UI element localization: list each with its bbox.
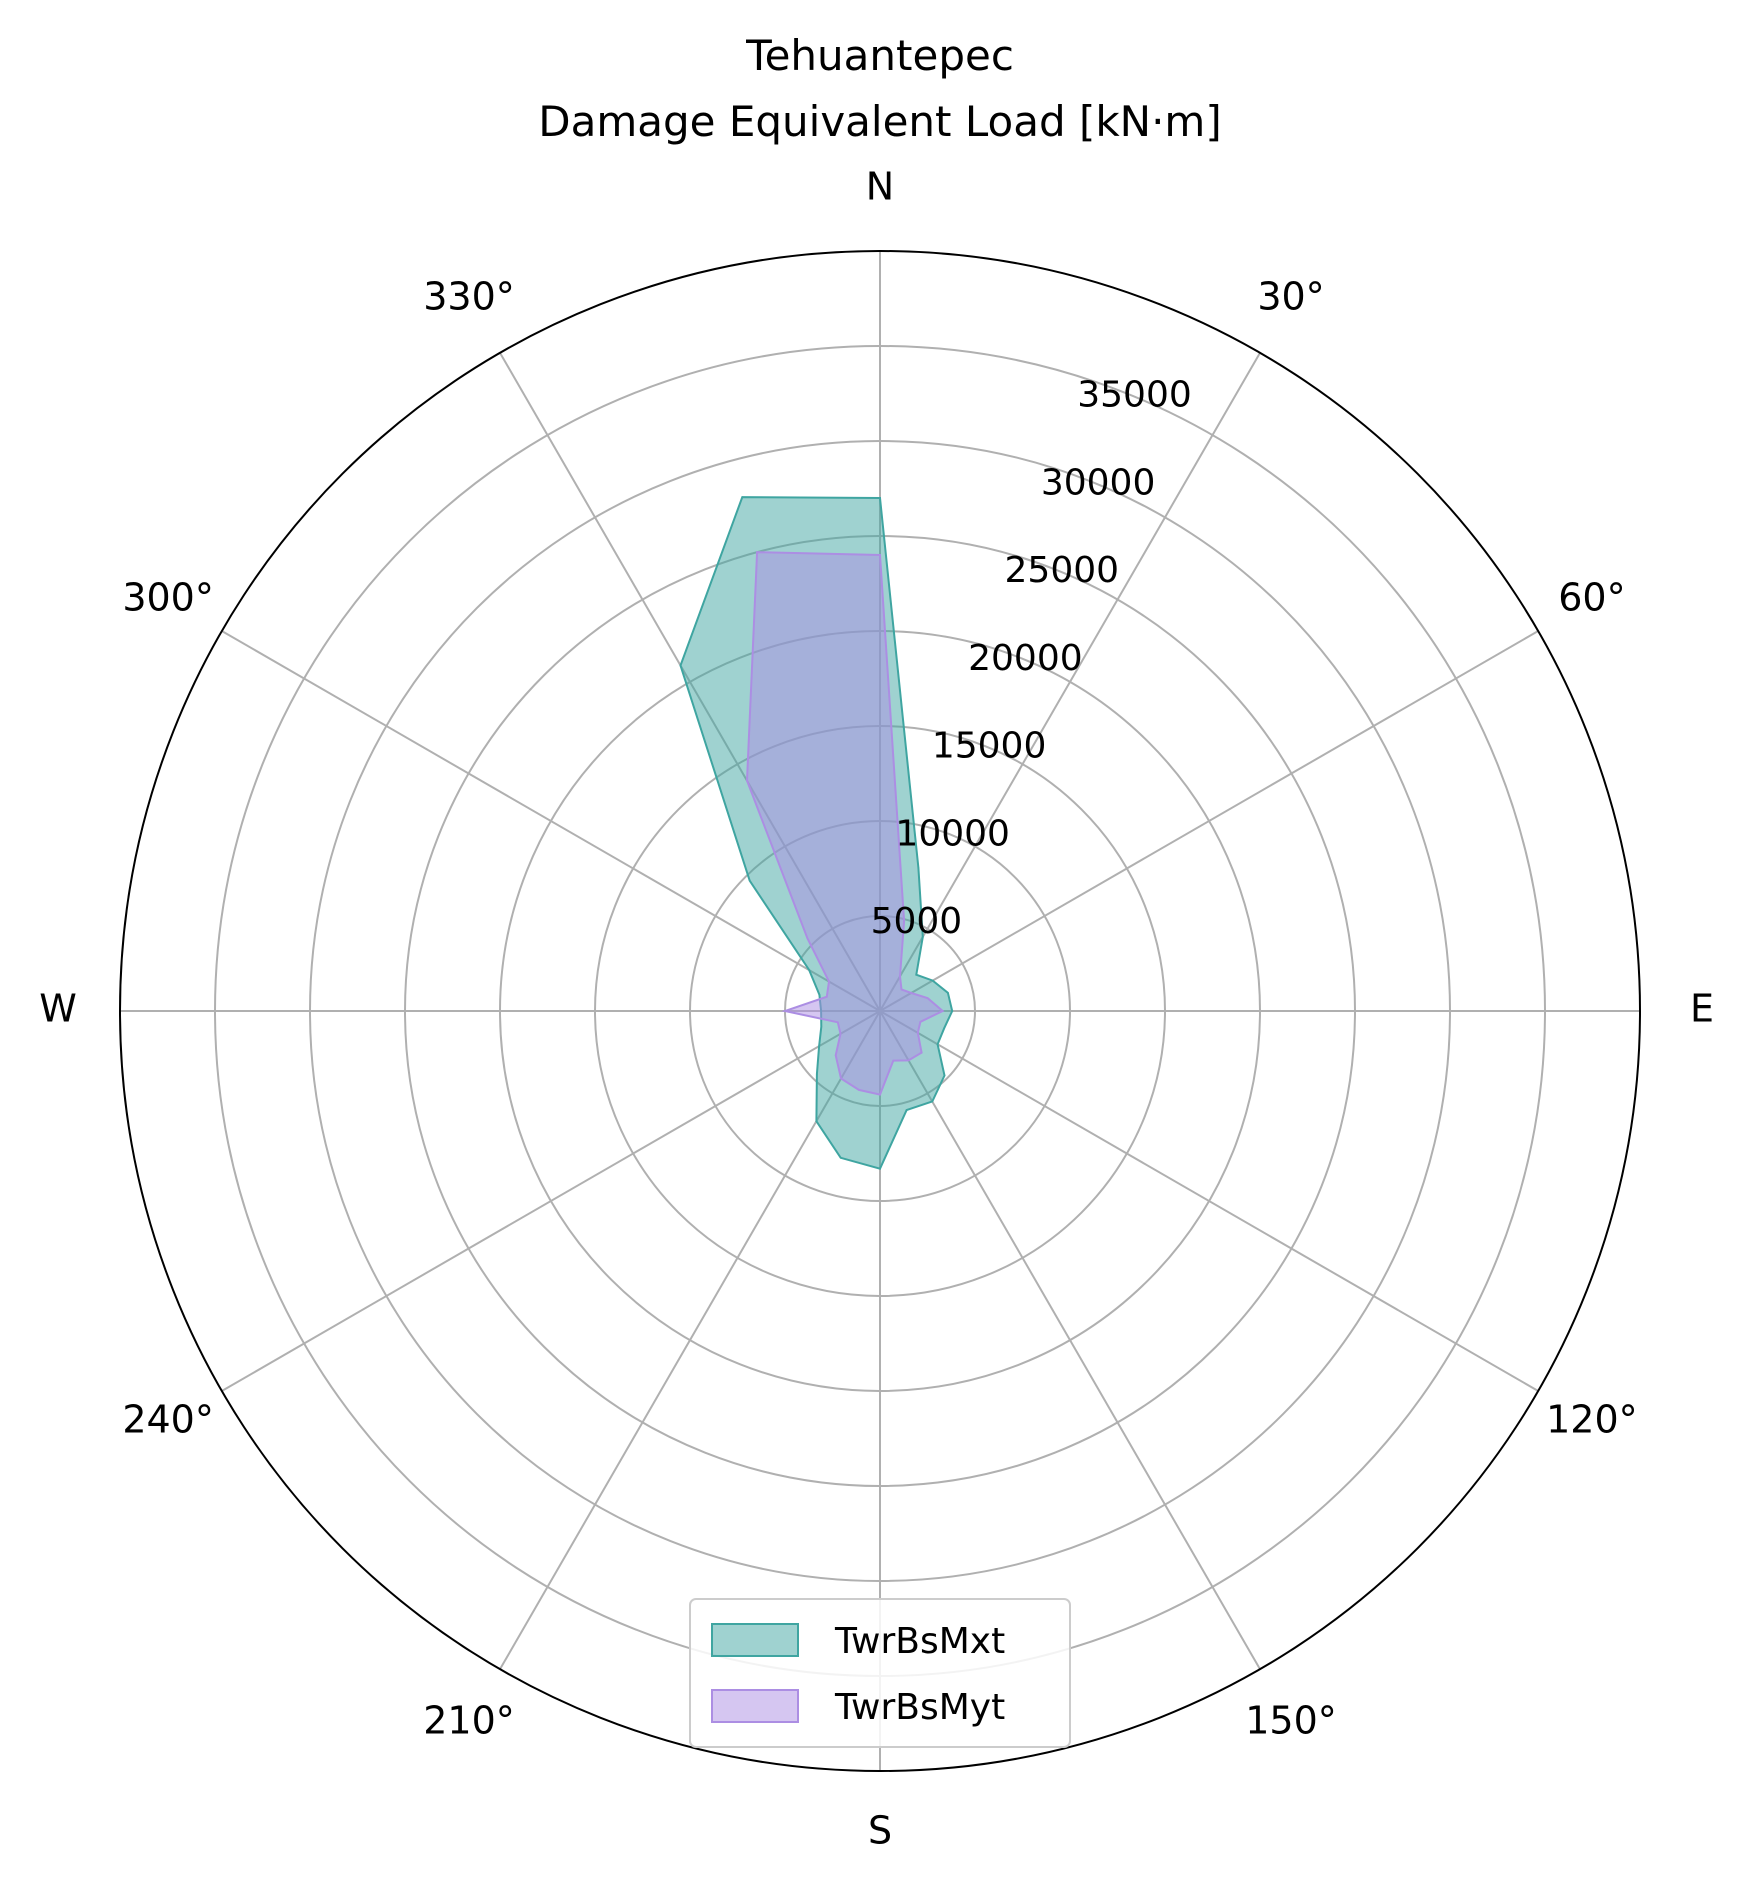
data-point-twrbsmyt-105 — [919, 1021, 922, 1023]
data-point-twrbsmyt-285 — [826, 995, 828, 998]
radial-tick-label-2: 15000 — [932, 726, 1047, 767]
data-point-twrbsmxt-150 — [931, 1100, 934, 1103]
data-point-twrbsmyt-165 — [892, 1059, 895, 1062]
data-point-twrbsmyt-30 — [899, 975, 901, 978]
data-point-twrbsmyt-315 — [806, 937, 809, 940]
data-point-twrbsmxt-300 — [808, 969, 810, 971]
data-point-twrbsmyt-270 — [784, 1010, 786, 1012]
legend-swatch-twrbsmxt — [711, 1623, 799, 1657]
data-point-twrbsmxt-255 — [820, 1025, 823, 1028]
legend-label-twrbsmxt: TwrBsMxt — [834, 1621, 1005, 1662]
angle-tick-label-5: 150° — [1245, 1698, 1337, 1742]
data-point-twrbsmyt-60 — [910, 992, 913, 994]
angle-tick-labels: N 30° 60° E 120° 150° S 210° 240° W 300° 330° — [39, 165, 1714, 1853]
data-point-twrbsmyt-240 — [839, 1033, 842, 1035]
data-point-twrbsmyt-180 — [879, 1093, 881, 1096]
angle-tick-label-7: 210° — [423, 1698, 515, 1742]
data-point-twrbsmxt-75 — [947, 992, 949, 994]
angular-gridline-2 — [879, 630, 1539, 1012]
data-point-twrbsmyt-90 — [941, 1010, 944, 1012]
data-point-twrbsmxt-345 — [741, 496, 744, 498]
legend: TwrBsMxt TwrBsMyt — [689, 1598, 1071, 1748]
series-layer — [679, 496, 954, 1170]
data-point-twrbsmxt-210 — [815, 1120, 818, 1122]
polar-frame — [119, 250, 1641, 1772]
angle-tick-label-6: S — [868, 1809, 892, 1853]
angle-tick-label-4: 120° — [1546, 1398, 1638, 1442]
data-point-twrbsmxt-0 — [879, 497, 881, 499]
radial-tick-label-0: 5000 — [871, 901, 963, 942]
data-point-twrbsmxt-240 — [818, 1045, 820, 1047]
data-point-twrbsmyt-300 — [828, 980, 830, 983]
radial-tick-label-6: 35000 — [1077, 375, 1192, 416]
data-point-twrbsmxt-195 — [839, 1157, 842, 1159]
data-point-twrbsmxt-15 — [917, 867, 920, 869]
data-point-twrbsmxt-180 — [879, 1167, 881, 1170]
angle-tick-label-8: 240° — [122, 1398, 214, 1442]
angle-tick-label-2: 60° — [1558, 576, 1625, 620]
angular-gridline-5 — [879, 1010, 1261, 1670]
data-point-twrbsmxt-60 — [931, 979, 934, 982]
legend-swatch-twrbsmyt — [711, 1689, 799, 1723]
data-point-twrbsmyt-330 — [746, 779, 748, 782]
data-point-twrbsmyt-135 — [920, 1051, 923, 1054]
data-point-twrbsmxt-120 — [936, 1043, 939, 1046]
data-point-twrbsmyt-75 — [926, 997, 929, 999]
data-point-twrbsmxt-90 — [951, 1010, 953, 1012]
angular-gridline-10 — [221, 630, 881, 1012]
angle-tick-label-11: 330° — [423, 275, 515, 319]
chart-title: Tehuantepec — [745, 31, 1014, 80]
radial-tick-labels: 5000 10000 15000 20000 25000 30000 35000 — [871, 375, 1192, 943]
radial-tick-label-1: 10000 — [895, 814, 1010, 855]
data-point-twrbsmyt-15 — [903, 920, 905, 922]
angle-tick-label-1: 30° — [1257, 275, 1324, 319]
angle-tick-label-3: E — [1690, 987, 1714, 1031]
data-point-twrbsmxt-330 — [679, 664, 682, 667]
angular-gridline-1 — [879, 352, 1261, 1012]
data-point-twrbsmyt-345 — [756, 551, 758, 553]
angular-gridline-8 — [221, 1010, 881, 1392]
data-point-twrbsmxt-45 — [915, 973, 918, 976]
angle-tick-label-9: W — [39, 987, 77, 1031]
data-point-twrbsmxt-225 — [816, 1073, 818, 1075]
data-point-twrbsmyt-120 — [917, 1032, 919, 1034]
data-point-twrbsmxt-135 — [943, 1074, 946, 1077]
data-point-twrbsmyt-195 — [858, 1089, 860, 1091]
data-point-twrbsmxt-105 — [943, 1027, 945, 1029]
data-point-twrbsmyt-45 — [900, 988, 903, 991]
radial-tick-label-3: 20000 — [968, 638, 1083, 679]
data-point-twrbsmyt-210 — [840, 1077, 842, 1080]
angle-tick-label-10: 300° — [122, 576, 214, 620]
chart-subtitle: Damage Equivalent Load [kN·m] — [538, 97, 1221, 146]
data-point-twrbsmxt-30 — [922, 936, 924, 938]
legend-label-twrbsmyt: TwrBsMyt — [834, 1687, 1005, 1728]
data-point-twrbsmxt-165 — [905, 1109, 908, 1111]
data-point-twrbsmxt-315 — [748, 879, 751, 882]
data-point-twrbsmyt-0 — [879, 554, 881, 556]
radial-tick-label-5: 30000 — [1041, 462, 1156, 503]
angular-gridline-4 — [879, 1010, 1539, 1392]
data-point-twrbsmyt-150 — [907, 1059, 910, 1062]
radial-tick-label-4: 25000 — [1005, 550, 1120, 591]
data-point-twrbsmyt-225 — [834, 1054, 837, 1057]
data-point-twrbsmxt-285 — [818, 994, 821, 996]
angle-tick-label-0: N — [866, 165, 894, 209]
data-point-twrbsmyt-255 — [837, 1021, 839, 1024]
